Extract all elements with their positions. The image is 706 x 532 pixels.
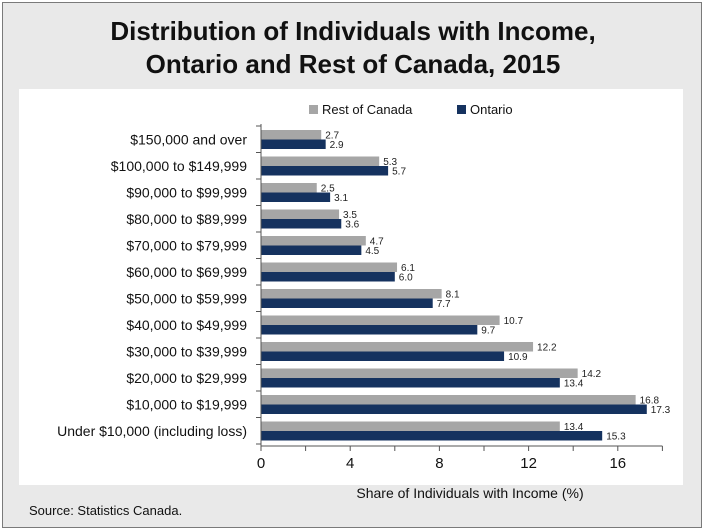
data-label: 3.1 <box>334 193 348 204</box>
source-note: Source: Statistics Canada. <box>29 503 183 518</box>
bar-ontario <box>261 404 647 414</box>
bar-ontario <box>261 192 331 202</box>
data-label: 15.3 <box>606 431 626 442</box>
legend-swatch <box>309 105 318 114</box>
data-label: 4.5 <box>365 246 379 257</box>
legend-swatch <box>457 105 466 114</box>
x-tick-label: 4 <box>346 455 354 472</box>
bar-ontario <box>261 298 433 308</box>
data-label: 16.8 <box>640 395 660 406</box>
data-label: 2.7 <box>325 130 339 141</box>
category-label: $20,000 to $29,999 <box>126 370 247 386</box>
bar-rest-of-canada <box>261 289 442 299</box>
category-label: $90,000 to $99,999 <box>126 185 247 201</box>
data-label: 14.2 <box>582 369 602 380</box>
category-label: $60,000 to $69,999 <box>126 264 247 280</box>
bar-ontario <box>261 378 560 388</box>
data-label: 10.9 <box>508 352 528 363</box>
bar-rest-of-canada <box>261 368 578 378</box>
chart-title: Distribution of Individuals with Income,… <box>3 15 703 81</box>
category-label: $100,000 to $149,999 <box>111 158 247 174</box>
data-label: 8.1 <box>446 289 460 300</box>
data-label: 6.0 <box>399 272 413 283</box>
bar-ontario <box>261 325 478 335</box>
data-label: 10.7 <box>504 316 524 327</box>
data-label: 6.1 <box>401 263 415 274</box>
bar-rest-of-canada <box>261 395 636 405</box>
legend-label: Ontario <box>470 102 513 117</box>
chart-title-line-2: Ontario and Rest of Canada, 2015 <box>145 49 561 79</box>
bar-rest-of-canada <box>261 342 534 352</box>
category-label: $50,000 to $59,999 <box>126 291 247 307</box>
data-label: 5.7 <box>392 166 406 177</box>
data-label: 12.2 <box>537 342 557 353</box>
bar-rest-of-canada <box>261 262 398 272</box>
bar-ontario <box>261 245 362 255</box>
chart-title-line-1: Distribution of Individuals with Income, <box>110 16 596 46</box>
data-label: 4.7 <box>370 236 384 247</box>
category-label: Under $10,000 (including loss) <box>57 423 247 439</box>
x-tick-label: 8 <box>435 455 443 472</box>
category-label: $40,000 to $49,999 <box>126 317 247 333</box>
legend-label: Rest of Canada <box>322 102 413 117</box>
bar-ontario <box>261 139 326 149</box>
x-tick-label: 12 <box>520 455 537 472</box>
data-label: 13.4 <box>564 378 584 389</box>
data-label: 5.3 <box>383 157 397 168</box>
bar-rest-of-canada <box>261 183 317 193</box>
bar-rest-of-canada <box>261 236 366 246</box>
x-axis-label: Share of Individuals with Income (%) <box>356 485 583 501</box>
bar-rest-of-canada <box>261 130 322 140</box>
bar-ontario <box>261 351 505 361</box>
bar-rest-of-canada <box>261 315 500 325</box>
data-label: 2.5 <box>321 183 335 194</box>
bar-ontario <box>261 166 389 176</box>
bar-ontario <box>261 431 603 441</box>
bar-rest-of-canada <box>261 209 340 219</box>
data-label: 13.4 <box>564 422 584 433</box>
data-label: 7.7 <box>437 299 451 310</box>
bar-ontario <box>261 272 395 282</box>
category-label: $70,000 to $79,999 <box>126 238 247 254</box>
data-label: 17.3 <box>651 405 671 416</box>
data-label: 3.5 <box>343 210 357 221</box>
bar-ontario <box>261 219 342 229</box>
bar-rest-of-canada <box>261 156 380 166</box>
data-label: 2.9 <box>330 140 344 151</box>
x-tick-label: 0 <box>257 455 265 472</box>
category-label: $150,000 and over <box>130 132 247 148</box>
category-label: $10,000 to $19,999 <box>126 397 247 413</box>
plot-panel <box>19 89 683 485</box>
x-tick-label: 16 <box>609 455 626 472</box>
category-label: $30,000 to $39,999 <box>126 344 247 360</box>
data-label: 9.7 <box>481 325 495 336</box>
category-label: $80,000 to $89,999 <box>126 211 247 227</box>
data-label: 3.6 <box>345 219 359 230</box>
bar-rest-of-canada <box>261 421 560 431</box>
